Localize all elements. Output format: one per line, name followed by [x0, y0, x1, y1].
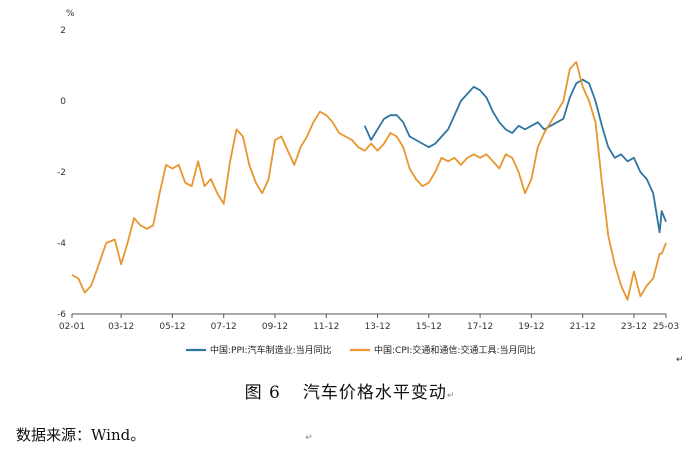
y-tick-label: 0 — [60, 97, 66, 107]
x-tick-label: 05-12 — [159, 322, 185, 332]
return-mark: ↵ — [305, 433, 313, 443]
y-axis-ticks: 2 0 -2 -4 -6 — [57, 26, 66, 320]
figure-caption: 图 6 汽车价格水平变动↵ — [0, 378, 700, 403]
legend: 中国:PPI:汽车制造业:当月同比 中国:CPI:交通和通信:交通工具:当月同比… — [186, 344, 684, 365]
figure-title: 汽车价格水平变动 — [302, 383, 447, 403]
x-axis-ticks: 02-01 03-12 05-12 07-12 09-12 11-12 13-12 15-12… — [59, 314, 679, 332]
figure-number: 图 6 — [244, 383, 281, 403]
return-mark: ↵ — [446, 391, 456, 401]
series-line-cpi — [71, 61, 667, 301]
x-tick-label: 13-12 — [364, 322, 390, 332]
source-text: 数据来源：Wind。 — [16, 426, 146, 444]
y-tick-label: 2 — [60, 26, 66, 36]
x-tick-label: 07-12 — [211, 322, 237, 332]
y-tick-label: -4 — [57, 239, 66, 249]
y-tick-label: -2 — [57, 168, 66, 178]
return-mark: ↵ — [676, 355, 684, 365]
x-tick-label: 19-12 — [518, 322, 544, 332]
x-tick-label: 11-12 — [313, 322, 339, 332]
series-lines — [71, 61, 667, 301]
x-tick-label: 15-12 — [416, 322, 442, 332]
x-tick-label: 03-12 — [108, 322, 134, 332]
y-tick-label: -6 — [57, 310, 66, 320]
x-tick-label: 09-12 — [262, 322, 288, 332]
legend-label-cpi: 中国:CPI:交通和通信:交通工具:当月同比 — [374, 344, 536, 356]
source-note: 数据来源：Wind。 ↵ — [16, 424, 313, 445]
y-unit-label: % — [66, 9, 75, 19]
x-tick-label: 23-12 — [621, 322, 647, 332]
x-tick-label: 02-01 — [59, 322, 85, 332]
x-tick-label: 21-12 — [570, 322, 596, 332]
legend-label-ppi: 中国:PPI:汽车制造业:当月同比 — [210, 344, 332, 356]
x-tick-label: 25-03 — [653, 322, 679, 332]
chart: % 2 0 -2 -4 -6 02-01 03-12 05-12 07-12 09-12 11-1… — [57, 9, 684, 365]
series-line-ppi — [363, 78, 667, 234]
x-tick-label: 17-12 — [467, 322, 493, 332]
